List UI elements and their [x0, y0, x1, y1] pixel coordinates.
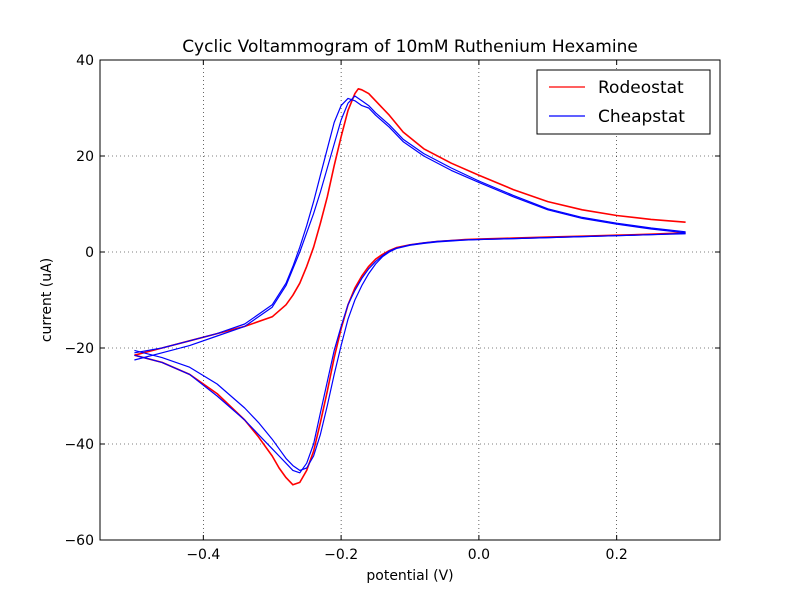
y-tick-label: −40: [64, 437, 94, 453]
y-tick-label: 0: [85, 245, 94, 261]
plot-frame: [99, 59, 721, 541]
legend-label-cheapstat: Cheapstat: [598, 107, 685, 127]
x-tick-label: −0.2: [324, 547, 358, 563]
y-tick-label: −60: [64, 533, 94, 549]
legend-label-rodeostat: Rodeostat: [598, 78, 684, 98]
series-layer: [134, 88, 686, 486]
tick-layer: −0.4 −0.2 0.0 0.2 −60 −40 −20 0 20 40: [64, 53, 720, 563]
chart-title: Cyclic Voltammogram of 10mM Ruthenium He…: [182, 37, 638, 57]
x-axis-label: potential (V): [366, 568, 453, 584]
legend: Rodeostat Cheapstat: [536, 69, 711, 135]
y-tick-label: 40: [76, 53, 94, 69]
series-line-rodeostat: [134, 88, 686, 356]
series-line-cheapstat: [134, 95, 686, 361]
x-tick-label: 0.0: [468, 547, 490, 563]
x-tick-label: 0.2: [606, 547, 628, 563]
y-tick-label: 20: [76, 149, 94, 165]
x-tick-label: −0.4: [186, 547, 220, 563]
legend-box: [536, 69, 711, 135]
y-axis-label: current (uA): [39, 258, 55, 342]
y-tick-label: −20: [64, 341, 94, 357]
grid-layer: [100, 60, 720, 540]
series-line-cheapstat: [134, 232, 686, 474]
series-cheapstat: [134, 95, 686, 474]
series-line-cheapstat: [134, 97, 686, 354]
